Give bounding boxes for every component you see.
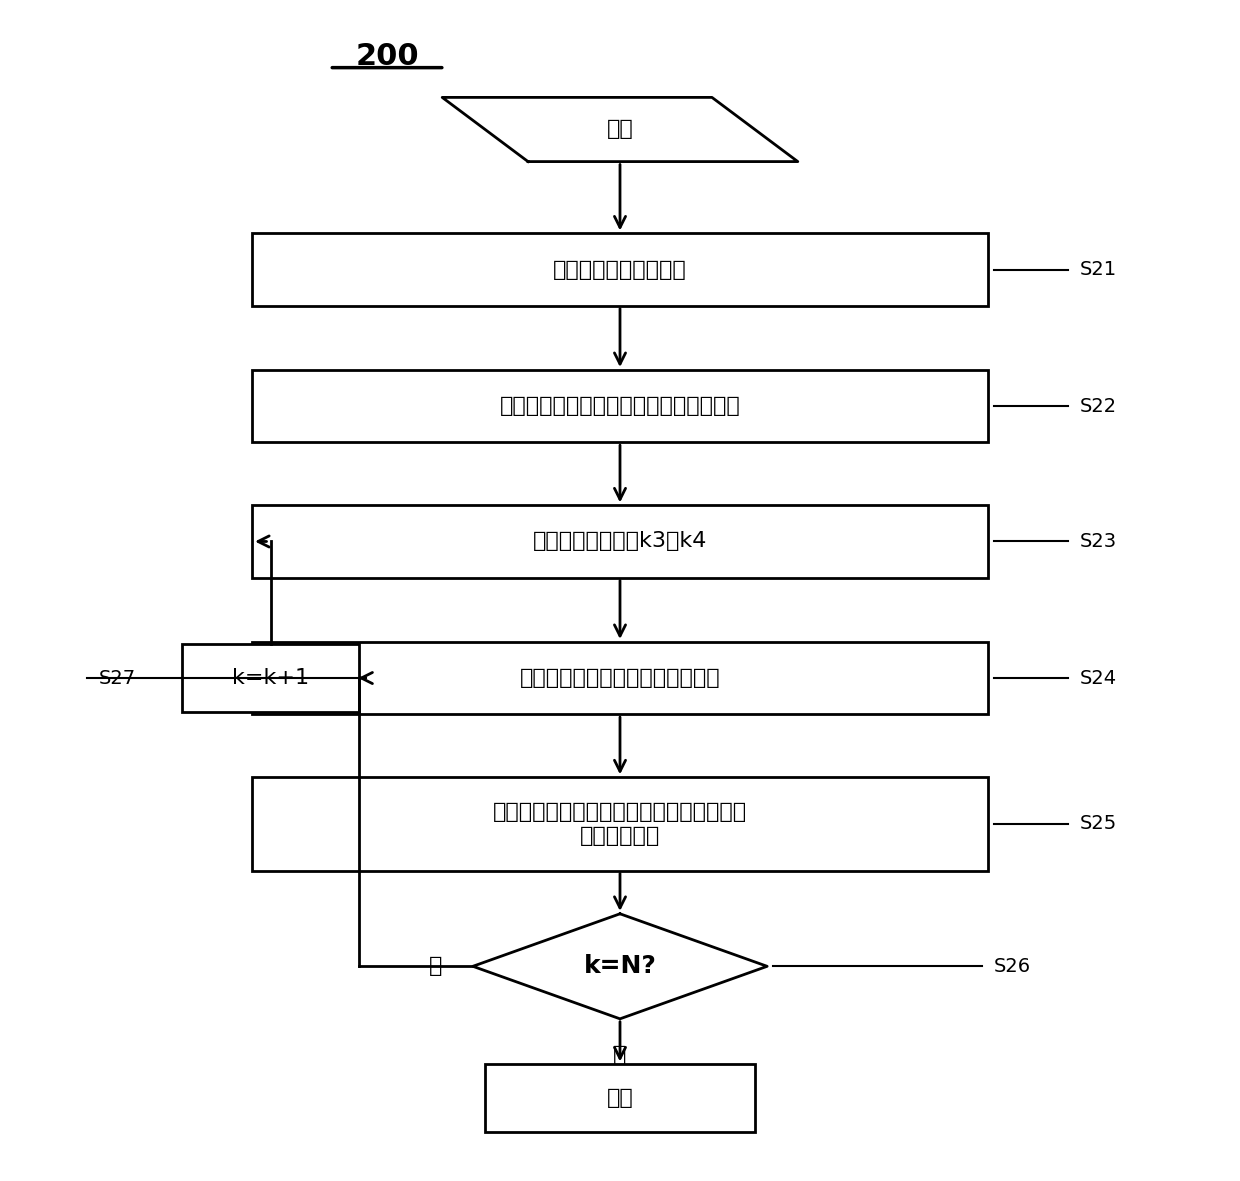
Text: 是: 是: [614, 1044, 626, 1064]
Text: 否: 否: [429, 957, 443, 977]
Text: S23: S23: [1080, 531, 1117, 552]
Text: 结束: 结束: [606, 1088, 634, 1108]
Text: 设定电极阻抗调节区间以及电压调节区间: 设定电极阻抗调节区间以及电压调节区间: [500, 396, 740, 416]
Text: k=N?: k=N?: [584, 954, 656, 978]
Bar: [252, 505, 988, 578]
Bar: [252, 641, 988, 715]
Text: 确定最优调节参数k3和k4: 确定最优调节参数k3和k4: [533, 531, 707, 552]
Bar: [182, 644, 360, 712]
Text: S25: S25: [1080, 815, 1117, 834]
Text: 设定目标功率变化曲线: 设定目标功率变化曲线: [553, 260, 687, 280]
Text: S26: S26: [994, 957, 1032, 976]
Bar: [485, 1064, 755, 1133]
Text: 开始: 开始: [606, 119, 634, 139]
Text: S27: S27: [99, 668, 136, 687]
Bar: [252, 777, 988, 870]
Text: 200: 200: [355, 43, 419, 71]
Text: S24: S24: [1080, 668, 1117, 687]
Text: 调节电极位置和有载调压开关档位: 调节电极位置和有载调压开关档位: [520, 668, 720, 689]
Text: k=k+1: k=k+1: [232, 668, 309, 689]
Text: 在当前调节时段内保持电极位置和有载调压
开关档位不变: 在当前调节时段内保持电极位置和有载调压 开关档位不变: [494, 802, 746, 846]
Bar: [252, 234, 988, 306]
Text: S21: S21: [1080, 260, 1117, 279]
Bar: [252, 370, 988, 442]
Text: S22: S22: [1080, 397, 1117, 416]
